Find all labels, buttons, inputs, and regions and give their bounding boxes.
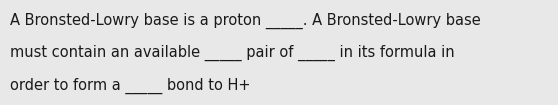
Text: must contain an available _____ pair of _____ in its formula in: must contain an available _____ pair of … [10, 45, 455, 61]
Text: order to form a _____ bond to H+: order to form a _____ bond to H+ [10, 78, 251, 94]
Text: A Bronsted-Lowry base is a proton _____. A Bronsted-Lowry base: A Bronsted-Lowry base is a proton _____.… [10, 13, 481, 29]
